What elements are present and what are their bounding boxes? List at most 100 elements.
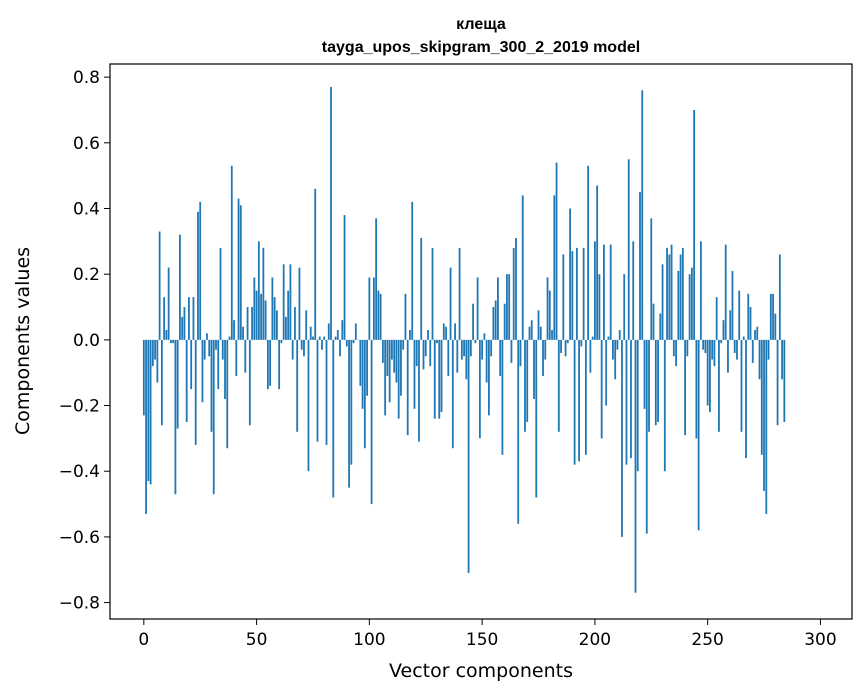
bar-277 [767, 339, 770, 360]
bar-197 [587, 165, 590, 340]
bar-169 [524, 339, 526, 432]
x-axis: 0 50 100 150 200 250 300 [138, 619, 837, 650]
bar-239 [681, 247, 684, 340]
bar-210 [616, 339, 619, 350]
bar-256 [720, 339, 723, 344]
bar-137 [451, 339, 454, 449]
bar-182 [553, 195, 556, 340]
bar-208 [612, 339, 614, 360]
bar-238 [679, 254, 682, 340]
bar-64 [287, 290, 290, 340]
bar-74 [309, 326, 312, 340]
bar-56 [269, 339, 272, 386]
bar-69 [298, 267, 301, 340]
bar-141 [460, 339, 463, 360]
bar-133 [442, 323, 445, 340]
bar-series [142, 86, 786, 593]
bar-205 [605, 339, 608, 406]
bar-23 [194, 339, 197, 445]
bar-85 [334, 336, 337, 340]
bar-279 [772, 293, 774, 340]
bar-220 [639, 192, 641, 340]
bar-36 [224, 339, 226, 399]
bar-266 [742, 336, 745, 340]
bar-265 [740, 339, 743, 432]
bar-241 [686, 339, 689, 357]
bar-10 [165, 330, 168, 340]
bar-254 [715, 297, 718, 340]
bar-59 [275, 310, 278, 340]
y-tick-label: 0.8 [73, 68, 100, 88]
bar-20 [188, 297, 190, 340]
bar-73 [307, 339, 310, 472]
bar-177 [542, 339, 544, 376]
bar-189 [569, 208, 571, 340]
bar-284 [783, 339, 786, 422]
bar-123 [420, 238, 423, 340]
bar-103 [375, 218, 378, 340]
bar-14 [174, 339, 177, 495]
y-tick-label: −0.8 [59, 594, 100, 614]
bar-192 [575, 247, 578, 340]
bar-101 [370, 339, 373, 505]
bar-179 [546, 277, 549, 340]
bar-274 [760, 339, 763, 455]
bar-77 [316, 339, 319, 442]
chart-title: клеща [456, 16, 506, 33]
bar-230 [661, 264, 664, 340]
bar-151 [483, 333, 486, 340]
y-tick-label: 0.0 [73, 331, 100, 351]
bar-211 [618, 330, 621, 340]
bar-216 [630, 339, 632, 459]
bar-13 [172, 339, 175, 344]
bar-129 [433, 339, 436, 419]
bar-106 [381, 339, 384, 363]
bar-89 [343, 215, 346, 340]
bar-262 [733, 339, 736, 353]
bar-132 [440, 339, 443, 413]
bar-215 [627, 159, 630, 340]
bar-263 [736, 339, 738, 360]
bar-49 [253, 277, 256, 340]
bar-99 [366, 339, 368, 396]
bar-61 [280, 339, 283, 344]
bar-160 [503, 303, 506, 340]
bar-170 [526, 339, 529, 422]
bar-276 [765, 339, 768, 514]
bar-156 [494, 300, 497, 340]
bar-62 [282, 264, 285, 340]
bar-209 [614, 339, 617, 380]
bar-273 [758, 339, 761, 380]
bar-48 [251, 307, 253, 340]
bar-147 [474, 339, 477, 344]
bar-84 [332, 339, 335, 498]
bar-232 [666, 247, 668, 340]
bar-164 [512, 247, 515, 340]
bar-193 [578, 339, 580, 462]
bar-218 [634, 339, 637, 593]
bar-212 [621, 339, 623, 537]
bar-27 [203, 339, 206, 360]
bar-110 [391, 339, 393, 360]
bar-109 [388, 339, 391, 403]
bar-247 [699, 241, 702, 340]
bar-226 [652, 303, 655, 340]
bar-17 [181, 316, 184, 340]
bar-118 [409, 330, 411, 340]
bar-248 [702, 339, 705, 350]
y-tick-label: −0.2 [59, 397, 100, 417]
bar-246 [697, 339, 700, 531]
bar-267 [745, 339, 747, 459]
bar-272 [756, 326, 759, 340]
bar-31 [212, 339, 215, 495]
bar-251 [709, 339, 711, 413]
bar-120 [413, 339, 416, 409]
bar-107 [384, 339, 387, 416]
bar-162 [508, 274, 511, 340]
bar-155 [492, 307, 495, 340]
chart-subtitle: tayga_upos_skipgram_300_2_2019 model [322, 39, 640, 56]
bar-58 [273, 297, 276, 340]
bar-70 [300, 339, 303, 350]
bar-39 [230, 165, 233, 340]
bar-176 [539, 326, 542, 340]
